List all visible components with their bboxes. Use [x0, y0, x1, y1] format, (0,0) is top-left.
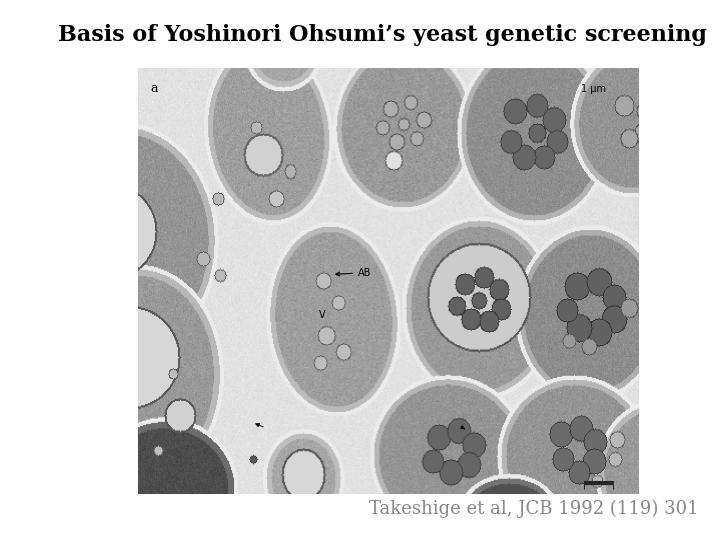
Text: a: a — [150, 83, 158, 96]
Text: 1 µm: 1 µm — [581, 84, 606, 94]
Text: Basis of Yoshinori Ohsumi’s yeast genetic screening: Basis of Yoshinori Ohsumi’s yeast geneti… — [58, 24, 706, 46]
Text: AB: AB — [336, 268, 372, 278]
Text: V: V — [320, 310, 326, 320]
Text: Takeshige et al, JCB 1992 (119) 301: Takeshige et al, JCB 1992 (119) 301 — [369, 500, 698, 518]
